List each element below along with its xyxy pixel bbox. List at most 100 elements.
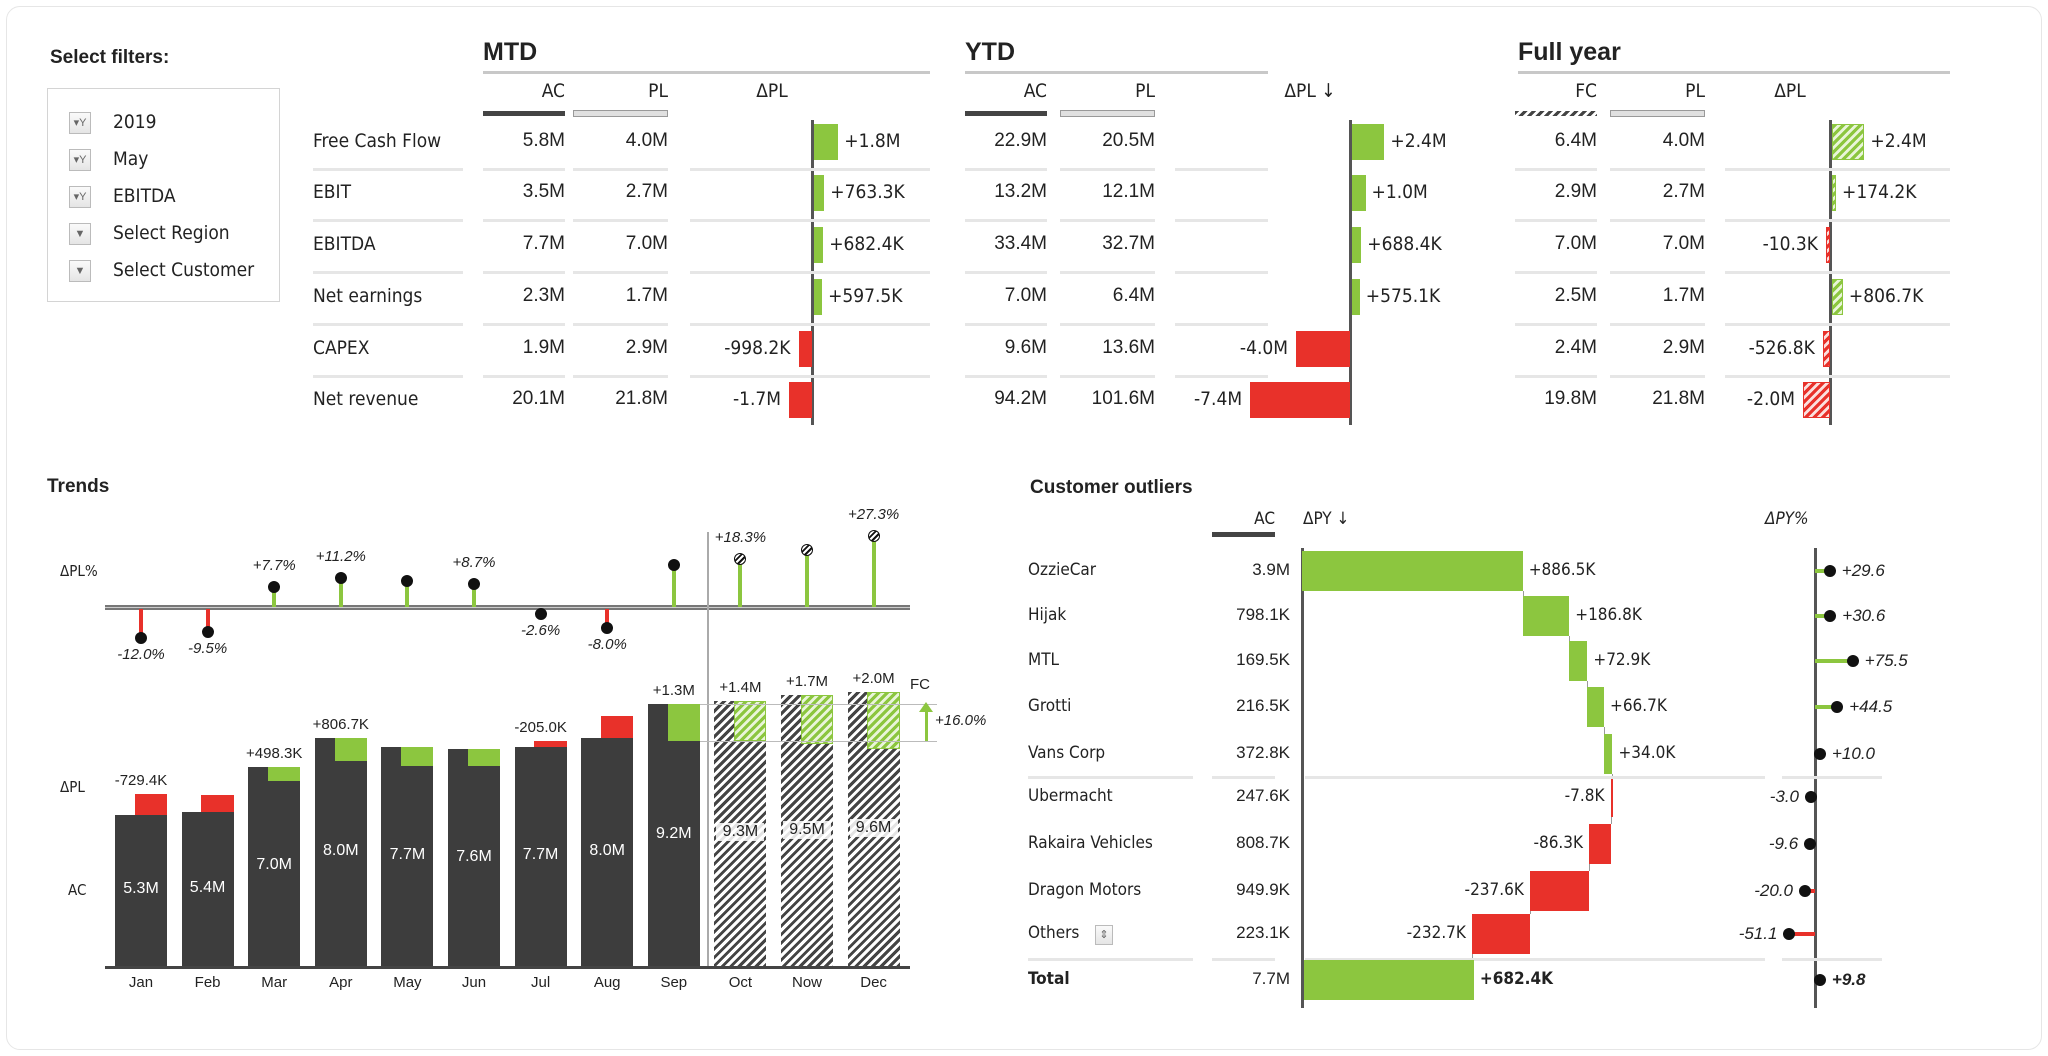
row-separator (1515, 219, 1597, 222)
positive-delta-bar (814, 124, 839, 160)
pct-dot (201, 625, 214, 638)
negative-delta-pl-box (134, 794, 167, 815)
pct-dot (1823, 565, 1836, 577)
pct-dot (1846, 655, 1859, 667)
customer-name[interactable]: MTL (1028, 650, 1060, 670)
pct-stem (738, 559, 743, 607)
negative-delta-bar (1826, 227, 1830, 263)
pct-dot (401, 575, 414, 587)
fc-label: FC (910, 676, 930, 693)
trends-title: Trends (47, 476, 110, 497)
delta-label: +34.0K (1618, 743, 1676, 763)
customer-name[interactable]: Others (1028, 923, 1080, 943)
group-separator (1028, 958, 1193, 961)
filter-item-2[interactable]: EBITDA (113, 185, 176, 207)
col1-value: 2.5M (1554, 285, 1597, 306)
row-separator (1610, 219, 1705, 222)
waterfall-axis (1301, 548, 1304, 1008)
col1-value: 1.9M (522, 337, 565, 358)
pct-stem (871, 536, 876, 607)
customer-name[interactable]: Dragon Motors (1028, 880, 1142, 900)
col1-value: 5.8M (522, 130, 565, 151)
delta-label: +597.5K (828, 285, 903, 307)
month-label: Jul (531, 974, 551, 991)
waterfall-connector (1471, 954, 1473, 960)
expand-collapse-icon[interactable]: ⇕ (1095, 925, 1113, 945)
delta-label: -998.2K (724, 337, 791, 359)
negative-waterfall-bar (1589, 824, 1611, 864)
delta-pl-label: +806.7K (312, 716, 369, 733)
customer-name[interactable]: OzzieCar (1028, 560, 1097, 580)
customer-name[interactable]: Rakaira Vehicles (1028, 833, 1153, 853)
row-separator (1175, 168, 1268, 171)
pct-dot (1799, 885, 1811, 897)
ac-value-label: 8.0M (589, 842, 625, 859)
col-header: PL (648, 80, 668, 102)
col1-value: 22.9M (994, 130, 1047, 151)
pct-dot (1783, 928, 1796, 940)
col2-value: 21.8M (1652, 388, 1705, 409)
customer-name[interactable]: Vans Corp (1028, 743, 1106, 763)
filter-active-icon[interactable]: ▾Y (69, 186, 91, 208)
month-label: Sep (660, 974, 688, 991)
customer-name[interactable]: Ubermacht (1028, 786, 1113, 806)
col2-value: 21.8M (615, 388, 668, 409)
kpi-row-label: Free Cash Flow (313, 130, 442, 152)
col2-value: 7.0M (1662, 233, 1705, 254)
customer-ac: 372.8K (1236, 743, 1290, 762)
dropdown-icon[interactable]: ▼ (69, 260, 91, 282)
kpi-row-label: EBIT (313, 181, 351, 203)
customer-ac: 216.5K (1236, 696, 1290, 715)
ac-value-label: 9.2M (656, 824, 692, 842)
col-header: PL (1685, 80, 1705, 102)
negative-delta-bar (1822, 331, 1830, 367)
row-separator (1175, 271, 1268, 274)
positive-delta-pl-box (734, 700, 767, 741)
delta-label: -4.0M (1239, 337, 1288, 359)
ac-value-label: 8.0M (323, 842, 359, 859)
fc-change-label: +16.0% (935, 712, 987, 730)
customer-name[interactable]: Grotti (1028, 696, 1072, 716)
negative-waterfall-bar (1529, 871, 1590, 911)
positive-delta-pl-box (334, 738, 367, 761)
waterfall-connector (1612, 774, 1614, 777)
delta-label: +72.9K (1593, 650, 1651, 670)
filter-item-4[interactable]: Select Customer (113, 259, 255, 281)
col-header-ac: AC (1254, 509, 1275, 529)
customer-ac: 247.6K (1236, 786, 1290, 805)
waterfall-connector (1604, 727, 1605, 734)
positive-waterfall-bar (1587, 687, 1604, 727)
pct-stem (205, 609, 210, 634)
filter-active-icon[interactable]: ▾Y (69, 149, 91, 171)
row-label-ac: AC (68, 881, 87, 899)
filter-active-icon[interactable]: ▾Y (69, 112, 91, 134)
fc-ref-line (699, 740, 937, 742)
row-separator (1060, 168, 1155, 171)
positive-delta-pl-box (800, 695, 833, 744)
delta-label: +763.3K (830, 181, 905, 203)
dashboard-frame (6, 6, 2042, 1050)
month-label: May (393, 974, 422, 991)
dropdown-icon[interactable]: ▼ (69, 223, 91, 245)
negative-waterfall-bar (1610, 777, 1613, 817)
customer-name[interactable]: Hijak (1028, 605, 1067, 625)
delta-label: +1.0M (1371, 181, 1428, 203)
col1-value: 20.1M (512, 388, 565, 409)
row-separator (1175, 219, 1268, 222)
positive-delta-bar (1352, 175, 1366, 211)
filter-item-1[interactable]: May (113, 148, 149, 170)
row-separator (483, 375, 565, 378)
pct-label: +30.6 (1842, 606, 1886, 625)
delta-label: +688.4K (1367, 233, 1442, 255)
filter-item-3[interactable]: Select Region (113, 222, 230, 244)
section-title: YTD (965, 38, 1015, 66)
col2-legend-bar (1060, 110, 1155, 117)
filter-item-0[interactable]: 2019 (113, 111, 157, 133)
col-header: PL (1135, 80, 1155, 102)
pct-label: -51.1 (1738, 924, 1778, 943)
row-separator (483, 219, 565, 222)
ac-value-label: 5.4M (189, 879, 226, 897)
delta-label: +66.7K (1610, 696, 1667, 716)
negative-delta-pl-box (201, 795, 234, 813)
delta-label: -86.3K (1533, 833, 1584, 853)
